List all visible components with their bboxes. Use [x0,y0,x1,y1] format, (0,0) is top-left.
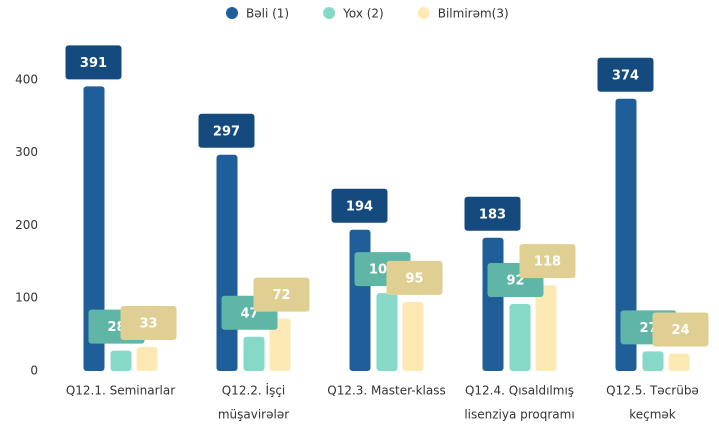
x-tick-label: Q12.1. Seminarlar [66,384,175,398]
value-label-box [519,244,576,279]
value-label: 183 [479,207,506,222]
value-label-box [198,113,255,148]
bar [110,350,132,371]
value-label: 95 [405,271,423,286]
value-label-box [464,196,521,231]
value-label: 92 [506,274,524,289]
bar [509,304,531,371]
bar [642,351,664,371]
legend-swatch [226,7,238,19]
bar [269,318,291,371]
bar [535,285,557,371]
x-tick-label: lisenziya proqramı [464,408,574,422]
value-label: 374 [612,68,639,83]
bar [349,229,371,371]
bar [482,237,504,371]
legend-swatch [417,7,430,19]
x-tick-label: keçmək [629,408,676,422]
bar [136,346,158,371]
y-tick-label: 0 [30,364,38,378]
value-label-box [386,260,443,295]
value-label-box [120,305,177,340]
value-label: 194 [346,199,373,214]
value-label: 118 [534,255,561,270]
x-tick-label: müşavirələr [218,408,289,422]
legend-swatch [323,7,336,19]
bar [216,154,238,371]
x-tick-label: Q12.5. Təcrübə [606,384,699,398]
y-tick-label: 300 [15,145,38,159]
y-tick-label: 100 [15,291,38,305]
value-label: 297 [213,124,240,139]
value-label-box [597,57,654,92]
bar [402,301,424,371]
y-tick-label: 400 [15,72,38,86]
value-label-box [253,277,310,312]
bar [615,98,637,371]
bar [83,86,105,372]
bar [376,293,398,371]
value-label-box [331,188,388,223]
legend-label: Bilmirəm(3) [438,7,509,21]
bar [243,336,265,371]
y-tick-label: 200 [15,218,38,232]
x-tick-label: Q12.2. İşçi [222,383,286,398]
x-tick-label: Q12.4. Qısaldılmış [465,384,574,398]
value-label: 24 [671,323,689,338]
value-label: 391 [80,56,107,71]
value-label-box [65,45,122,80]
bar [668,353,690,371]
legend-label: Bəli (1) [246,7,289,21]
legend-label: Yox (2) [342,7,384,21]
value-label: 72 [272,288,290,303]
x-tick-label: Q12.3. Master-klass [327,384,445,398]
value-label-box [652,312,709,347]
value-label: 33 [139,316,157,331]
